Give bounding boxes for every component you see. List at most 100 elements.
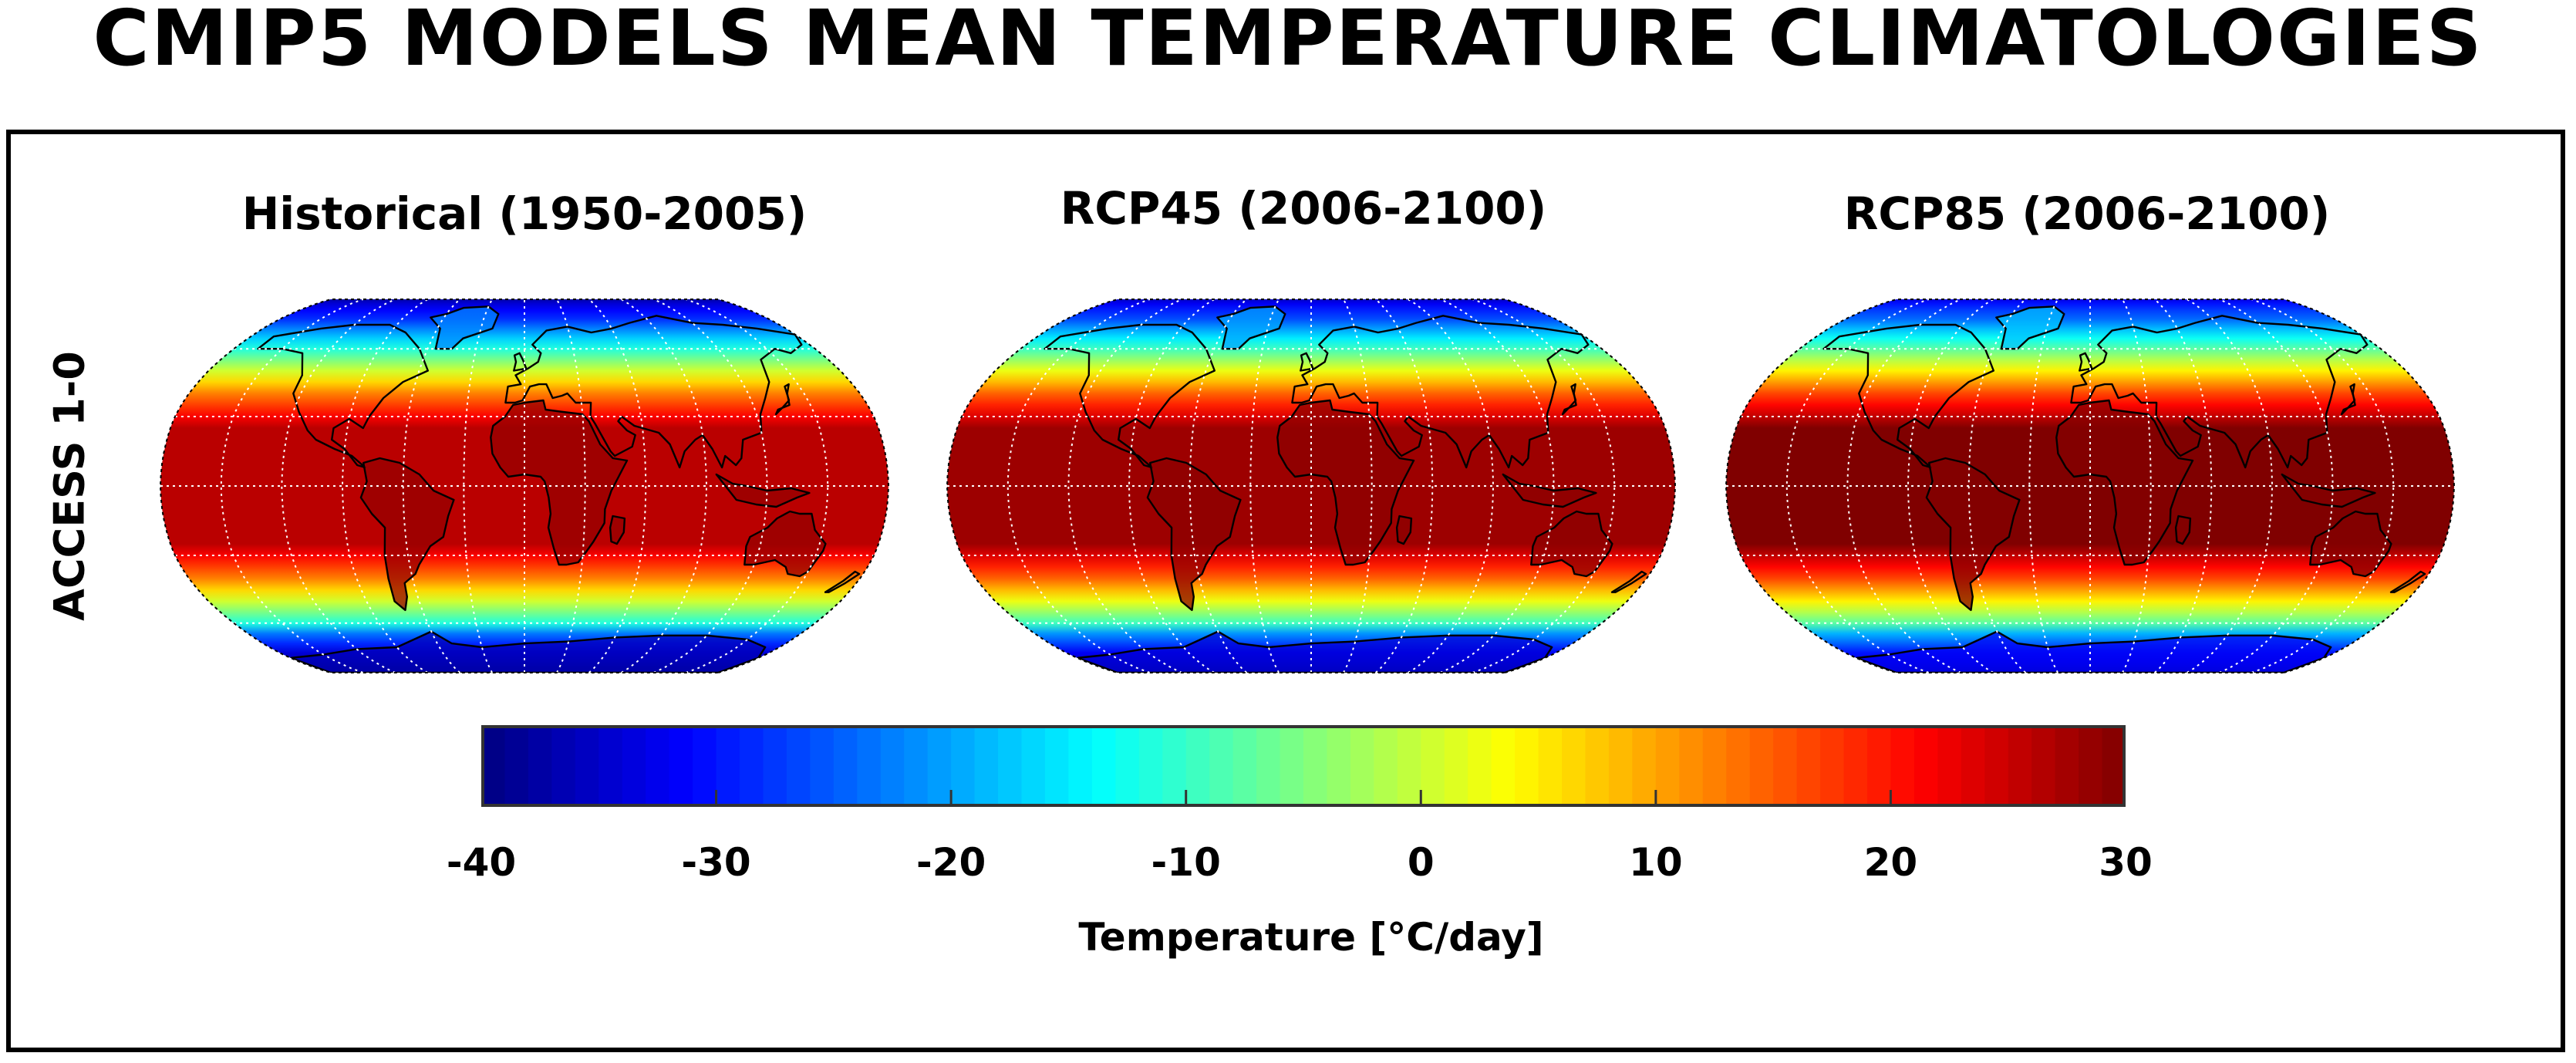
continent-new-zealand — [1610, 570, 1647, 593]
colorbar-step — [810, 725, 835, 807]
continent-uk — [2079, 352, 2093, 372]
colorbar-step — [833, 725, 858, 807]
colorbar-step — [598, 725, 623, 807]
colorbar-step — [1350, 725, 1374, 807]
meridian-gridline — [556, 299, 586, 673]
colorbar-step — [1937, 725, 1962, 807]
colorbar-step — [1632, 725, 1657, 807]
continent-madagascar — [609, 515, 626, 545]
colorbar-step — [716, 725, 740, 807]
meridian-gridline — [1846, 299, 1961, 673]
colorbar-step — [1538, 725, 1563, 807]
continent-japan — [2340, 383, 2356, 416]
meridian-gridline — [1408, 299, 1495, 673]
colorbar-step — [1397, 725, 1421, 807]
colorbar-step — [2079, 725, 2103, 807]
figure-frame — [6, 130, 2565, 1052]
figure-title: CMIP5 MODELS MEAN TEMPERATURE CLIMATOLOG… — [93, 0, 2483, 83]
colorbar-step — [1726, 725, 1751, 807]
colorbar-step — [1562, 725, 1586, 807]
continent-australia — [743, 510, 827, 578]
row-label-model: ACCESS 1-0 — [45, 351, 94, 621]
continent-antarctica — [1076, 630, 1553, 673]
continent-madagascar — [1395, 515, 1413, 545]
panel-title-rcp85: RCP85 (2006-2100) — [1843, 187, 2331, 240]
continent-north-america — [1822, 323, 1994, 469]
map-boundary — [159, 299, 890, 673]
continent-australia — [2309, 510, 2392, 578]
colorbar-step — [1749, 725, 1774, 807]
meridian-gridline — [621, 299, 708, 673]
colorbar-step — [1138, 725, 1163, 807]
colorbar-step — [1115, 725, 1140, 807]
colorbar-step — [763, 725, 787, 807]
colorbar-step — [1468, 725, 1492, 807]
continent-uk — [513, 352, 528, 372]
colorbar-step — [1209, 725, 1234, 807]
colorbar-step — [646, 725, 670, 807]
continent-uk — [1300, 352, 1314, 372]
colorbar-step — [575, 725, 599, 807]
colorbar-step — [669, 725, 693, 807]
panel-title-historical: Historical (1950-2005) — [241, 187, 808, 240]
continent-europe-asia — [504, 315, 803, 469]
colorbar-step — [2102, 725, 2126, 807]
colorbar-step — [1162, 725, 1187, 807]
panel-title-rcp45: RCP45 (2006-2100) — [1060, 182, 1547, 235]
colorbar-border — [481, 725, 2126, 807]
meridian-gridline — [653, 299, 768, 673]
colorbar-step — [740, 725, 764, 807]
colorbar-step — [1796, 725, 1821, 807]
row-label-container: ACCESS 1-0 — [23, 278, 116, 694]
continent-japan — [1561, 383, 1577, 416]
meridian-gridline — [1440, 299, 1555, 673]
colorbar-step — [786, 725, 811, 807]
colorbar-step — [1515, 725, 1539, 807]
continent-new-zealand — [2389, 570, 2426, 593]
continent-africa — [490, 399, 629, 566]
colorbar-tick-label: 0 — [1407, 840, 1435, 885]
colorbar-step — [1961, 725, 1985, 807]
meridian-gridline — [341, 299, 428, 673]
continent-north-america — [257, 323, 429, 469]
colorbar-step — [1702, 725, 1727, 807]
colorbar-step — [951, 725, 976, 807]
colorbar-step — [1843, 725, 1868, 807]
colorbar-step — [1044, 725, 1070, 807]
colorbar-step — [1068, 725, 1093, 807]
continent-antarctica — [1855, 630, 2332, 673]
colorbar-step — [1679, 725, 1704, 807]
colorbar-step — [1021, 725, 1046, 807]
colorbar-step — [927, 725, 952, 807]
colorbar-step — [2031, 725, 2056, 807]
colorbar-step — [1303, 725, 1328, 807]
meridian-gridline — [402, 299, 460, 673]
colorbar-step — [504, 725, 529, 807]
colorbar-step — [1820, 725, 1845, 807]
colorbar-step — [1232, 725, 1257, 807]
colorbar-step — [1890, 725, 1915, 807]
colorbar-step — [622, 725, 646, 807]
colorbar-step — [1655, 725, 1680, 807]
colorbar-step — [1866, 725, 1892, 807]
continent-africa — [2055, 399, 2194, 566]
map-historical — [159, 299, 890, 673]
colorbar-step — [1374, 725, 1398, 807]
colorbar-label: Temperature [°C/day] — [1078, 915, 1544, 960]
colorbar-tick-label: 20 — [1863, 840, 1918, 885]
continent-south-america — [1146, 457, 1242, 612]
continent-africa — [1276, 399, 1415, 566]
colorbar-step — [1256, 725, 1281, 807]
colorbar-step — [528, 725, 552, 807]
colorbar-step — [1280, 725, 1304, 807]
colorbar-step — [1185, 725, 1210, 807]
colorbar-step — [551, 725, 576, 807]
meridian-gridline — [1343, 299, 1373, 673]
meridian-gridline — [1189, 299, 1247, 673]
colorbar-step — [2008, 725, 2032, 807]
meridian-gridline — [2154, 299, 2213, 673]
map-boundary — [946, 299, 1677, 673]
colorbar-step — [1491, 725, 1516, 807]
meridian-gridline — [1128, 299, 1215, 673]
colorbar — [481, 725, 2126, 807]
